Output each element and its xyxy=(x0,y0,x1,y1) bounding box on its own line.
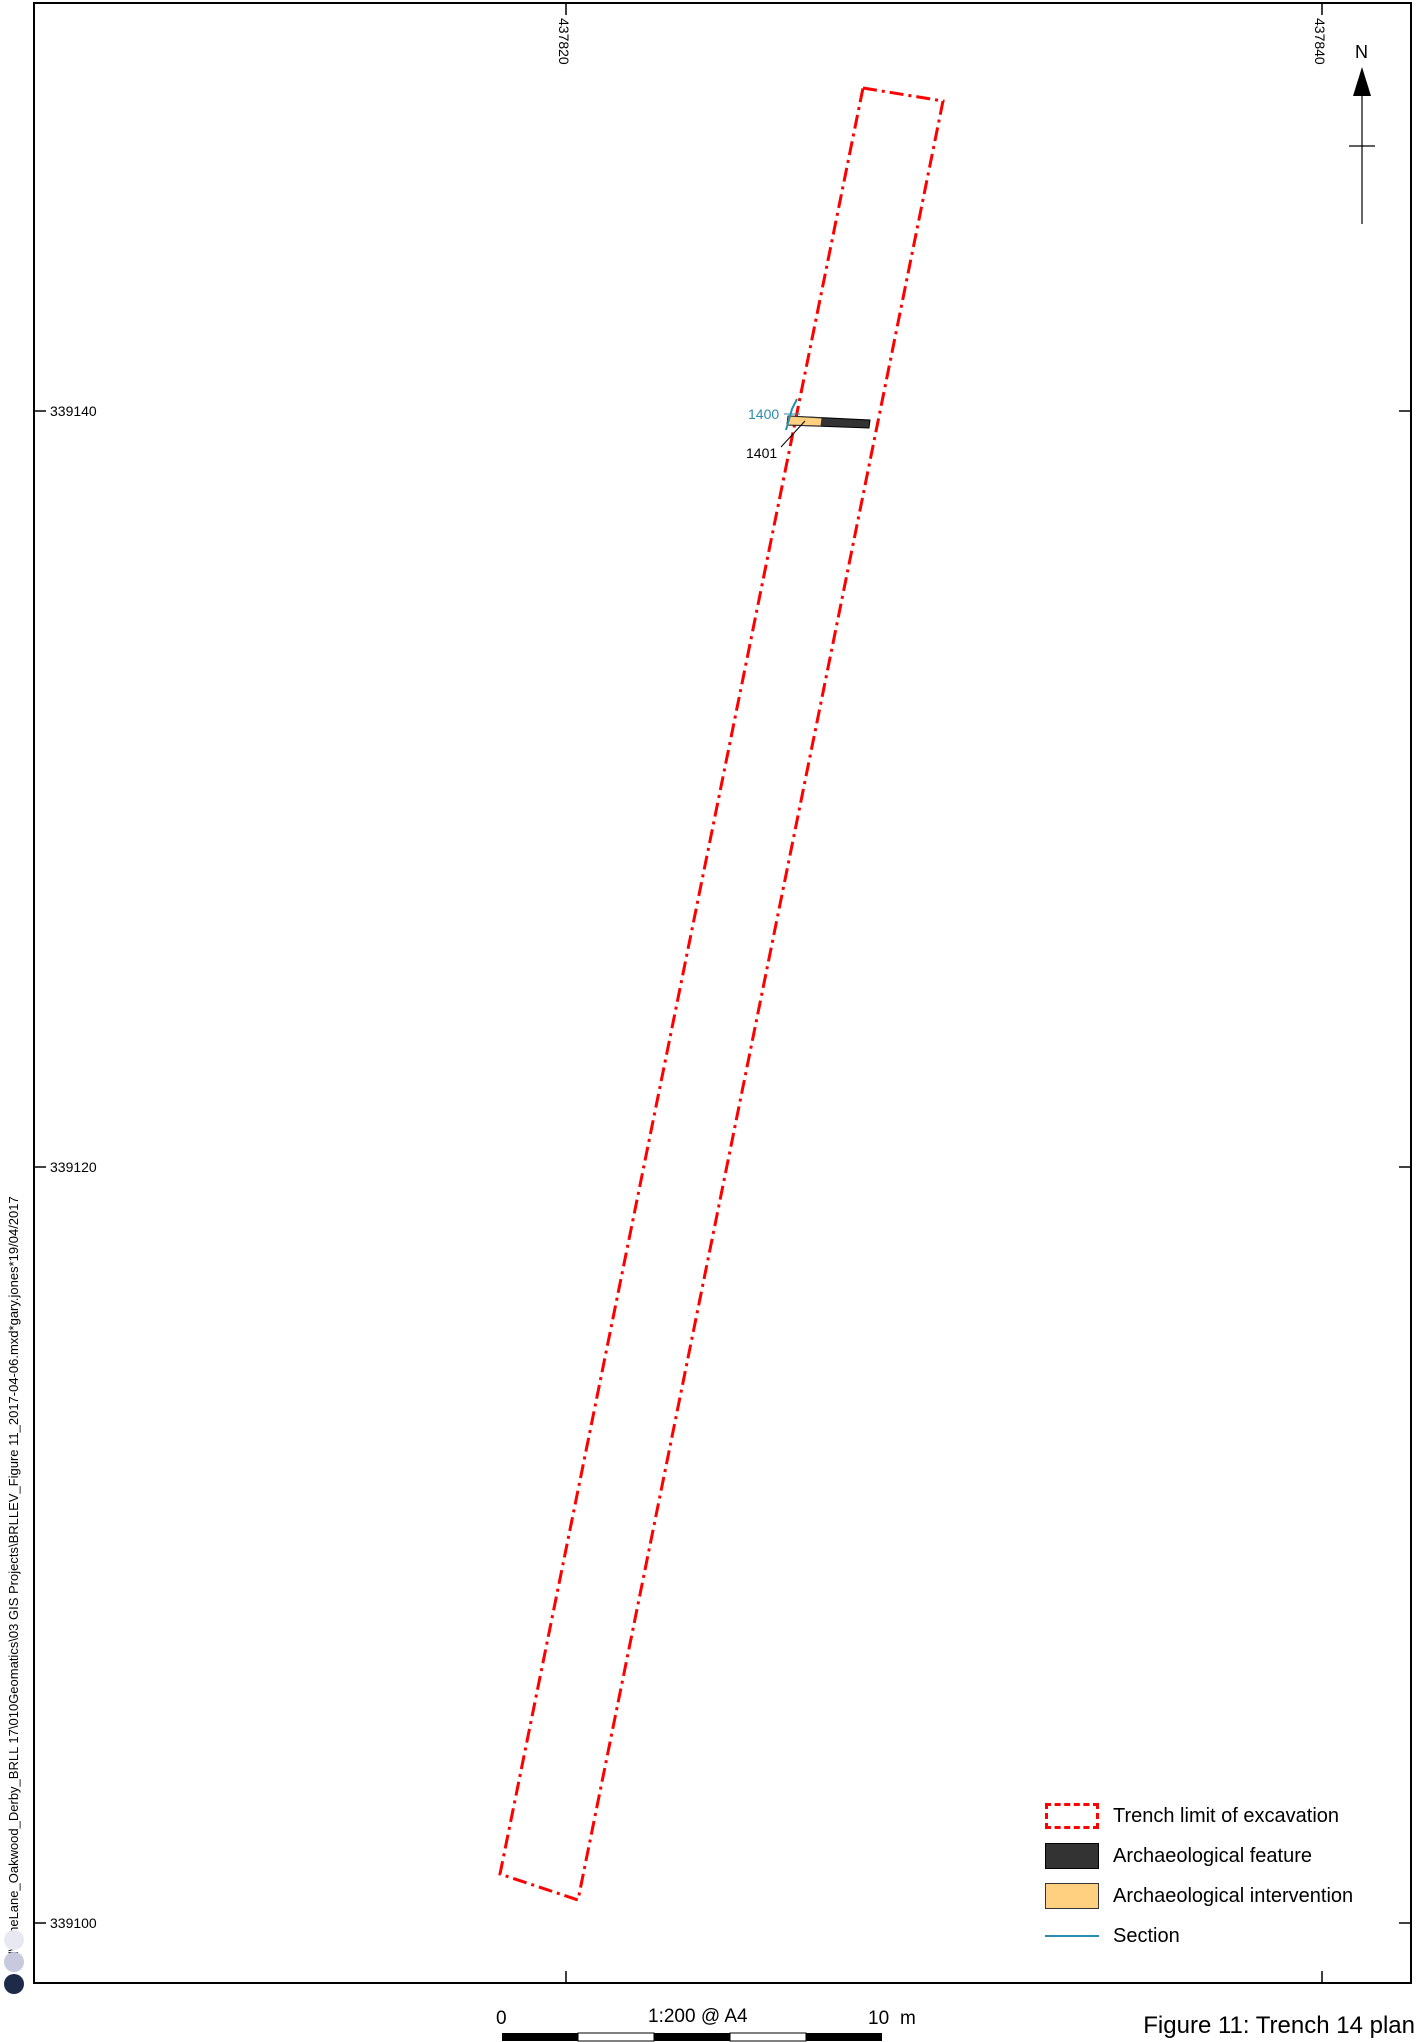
legend-item-section: Section xyxy=(1045,1916,1353,1956)
north-arrow-label: N xyxy=(1355,42,1368,62)
scale-bar-segment xyxy=(577,2032,655,2042)
easting-label: 437840 xyxy=(1312,18,1328,65)
legend-label: Section xyxy=(1113,1924,1180,1947)
north-arrow-icon xyxy=(1349,67,1375,224)
northing-label: 339120 xyxy=(50,1159,97,1175)
scale-unit-label: m xyxy=(900,2008,916,2029)
intervention-label-1401: 1401 xyxy=(746,445,777,461)
legend-label: Archaeological feature xyxy=(1113,1844,1313,1867)
scale-bar-segment xyxy=(729,2032,807,2042)
scale-start-label: 0 xyxy=(496,2008,507,2029)
figure-title: Figure 11: Trench 14 plan xyxy=(1143,2012,1415,2039)
intervention-leader xyxy=(780,420,806,448)
northing-label: 339100 xyxy=(50,1915,97,1931)
scale-end-label: 10 xyxy=(868,2008,890,2029)
file-path-text: X:\l\LimeLane_Oakwood_Derby_BRLL 17\010G… xyxy=(6,1196,21,1970)
legend-label: Archaeological intervention xyxy=(1113,1884,1354,1907)
logo-icon xyxy=(4,1974,24,1994)
legend-item-intervention: Archaeological intervention xyxy=(1045,1876,1353,1916)
legend-item-feature: Archaeological feature xyxy=(1045,1836,1353,1876)
legend: Trench limit of excavation Archaeologica… xyxy=(1045,1796,1353,1956)
scale-bar-segment xyxy=(502,2033,578,2041)
scale-ratio-label: 1:200 @ A4 xyxy=(648,2006,748,2027)
legend-symbol-intervention xyxy=(1045,1883,1099,1909)
scale-bar-segment xyxy=(654,2033,730,2041)
section-label-1400: 1400 xyxy=(748,406,779,422)
scale-bar-segment xyxy=(806,2033,882,2041)
legend-symbol-trench xyxy=(1045,1803,1099,1829)
legend-symbol-feature xyxy=(1045,1843,1099,1869)
logo-icon xyxy=(4,1930,24,1950)
map-frame xyxy=(33,2,1412,1984)
easting-label: 437820 xyxy=(556,18,572,65)
logo-icon xyxy=(4,1952,24,1972)
northing-label: 339140 xyxy=(50,403,97,419)
legend-item-trench: Trench limit of excavation xyxy=(1045,1796,1353,1836)
legend-symbol-section xyxy=(1045,1923,1099,1949)
trench-limit-outline xyxy=(498,86,945,1902)
scale-bar xyxy=(502,2032,882,2042)
legend-label: Trench limit of excavation xyxy=(1113,1804,1340,1827)
section-line xyxy=(785,398,798,431)
